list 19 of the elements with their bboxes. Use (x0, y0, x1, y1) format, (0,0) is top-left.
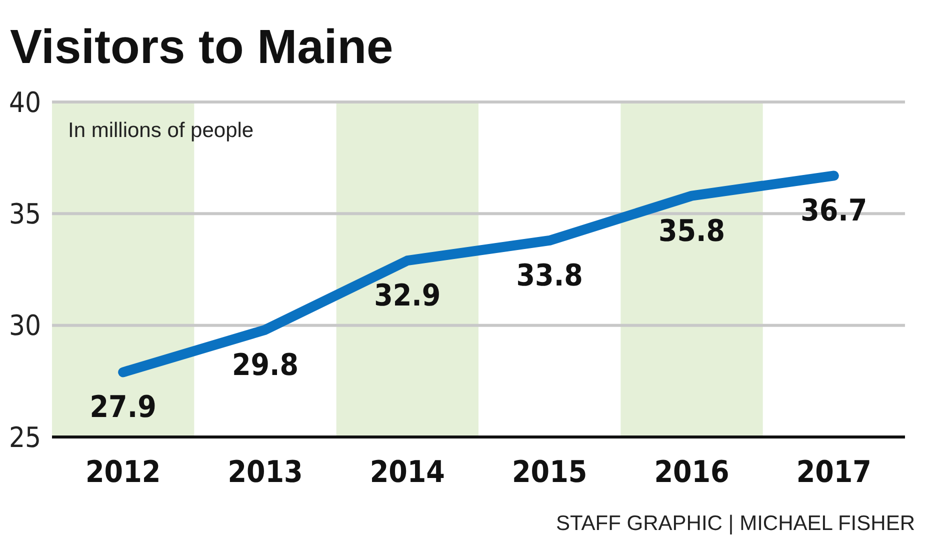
data-label: 29.8 (232, 348, 299, 383)
data-label: 27.9 (90, 390, 156, 426)
data-label: 32.9 (374, 278, 441, 314)
x-tick-label: 2014 (370, 455, 445, 490)
data-label: 36.7 (800, 194, 868, 229)
x-tick-label: 2013 (228, 455, 303, 490)
chart-title: Visitors to Maine (10, 21, 394, 74)
data-label: 35.8 (658, 214, 726, 249)
y-tick-label: 25 (8, 420, 42, 454)
y-tick-label: 35 (8, 197, 42, 230)
x-tick-label: 2015 (512, 455, 588, 490)
y-tick-label: 30 (8, 309, 42, 342)
x-tick-label: 2017 (796, 455, 872, 490)
text: In millions of people (68, 119, 254, 142)
data-label: 33.8 (516, 258, 583, 294)
text: STAFF GRAPHIC | MICHAEL FISHER (556, 512, 915, 535)
y-tick-label: 40 (8, 86, 42, 119)
x-tick-label: 2012 (86, 455, 161, 490)
x-tick-label: 2016 (654, 455, 730, 490)
